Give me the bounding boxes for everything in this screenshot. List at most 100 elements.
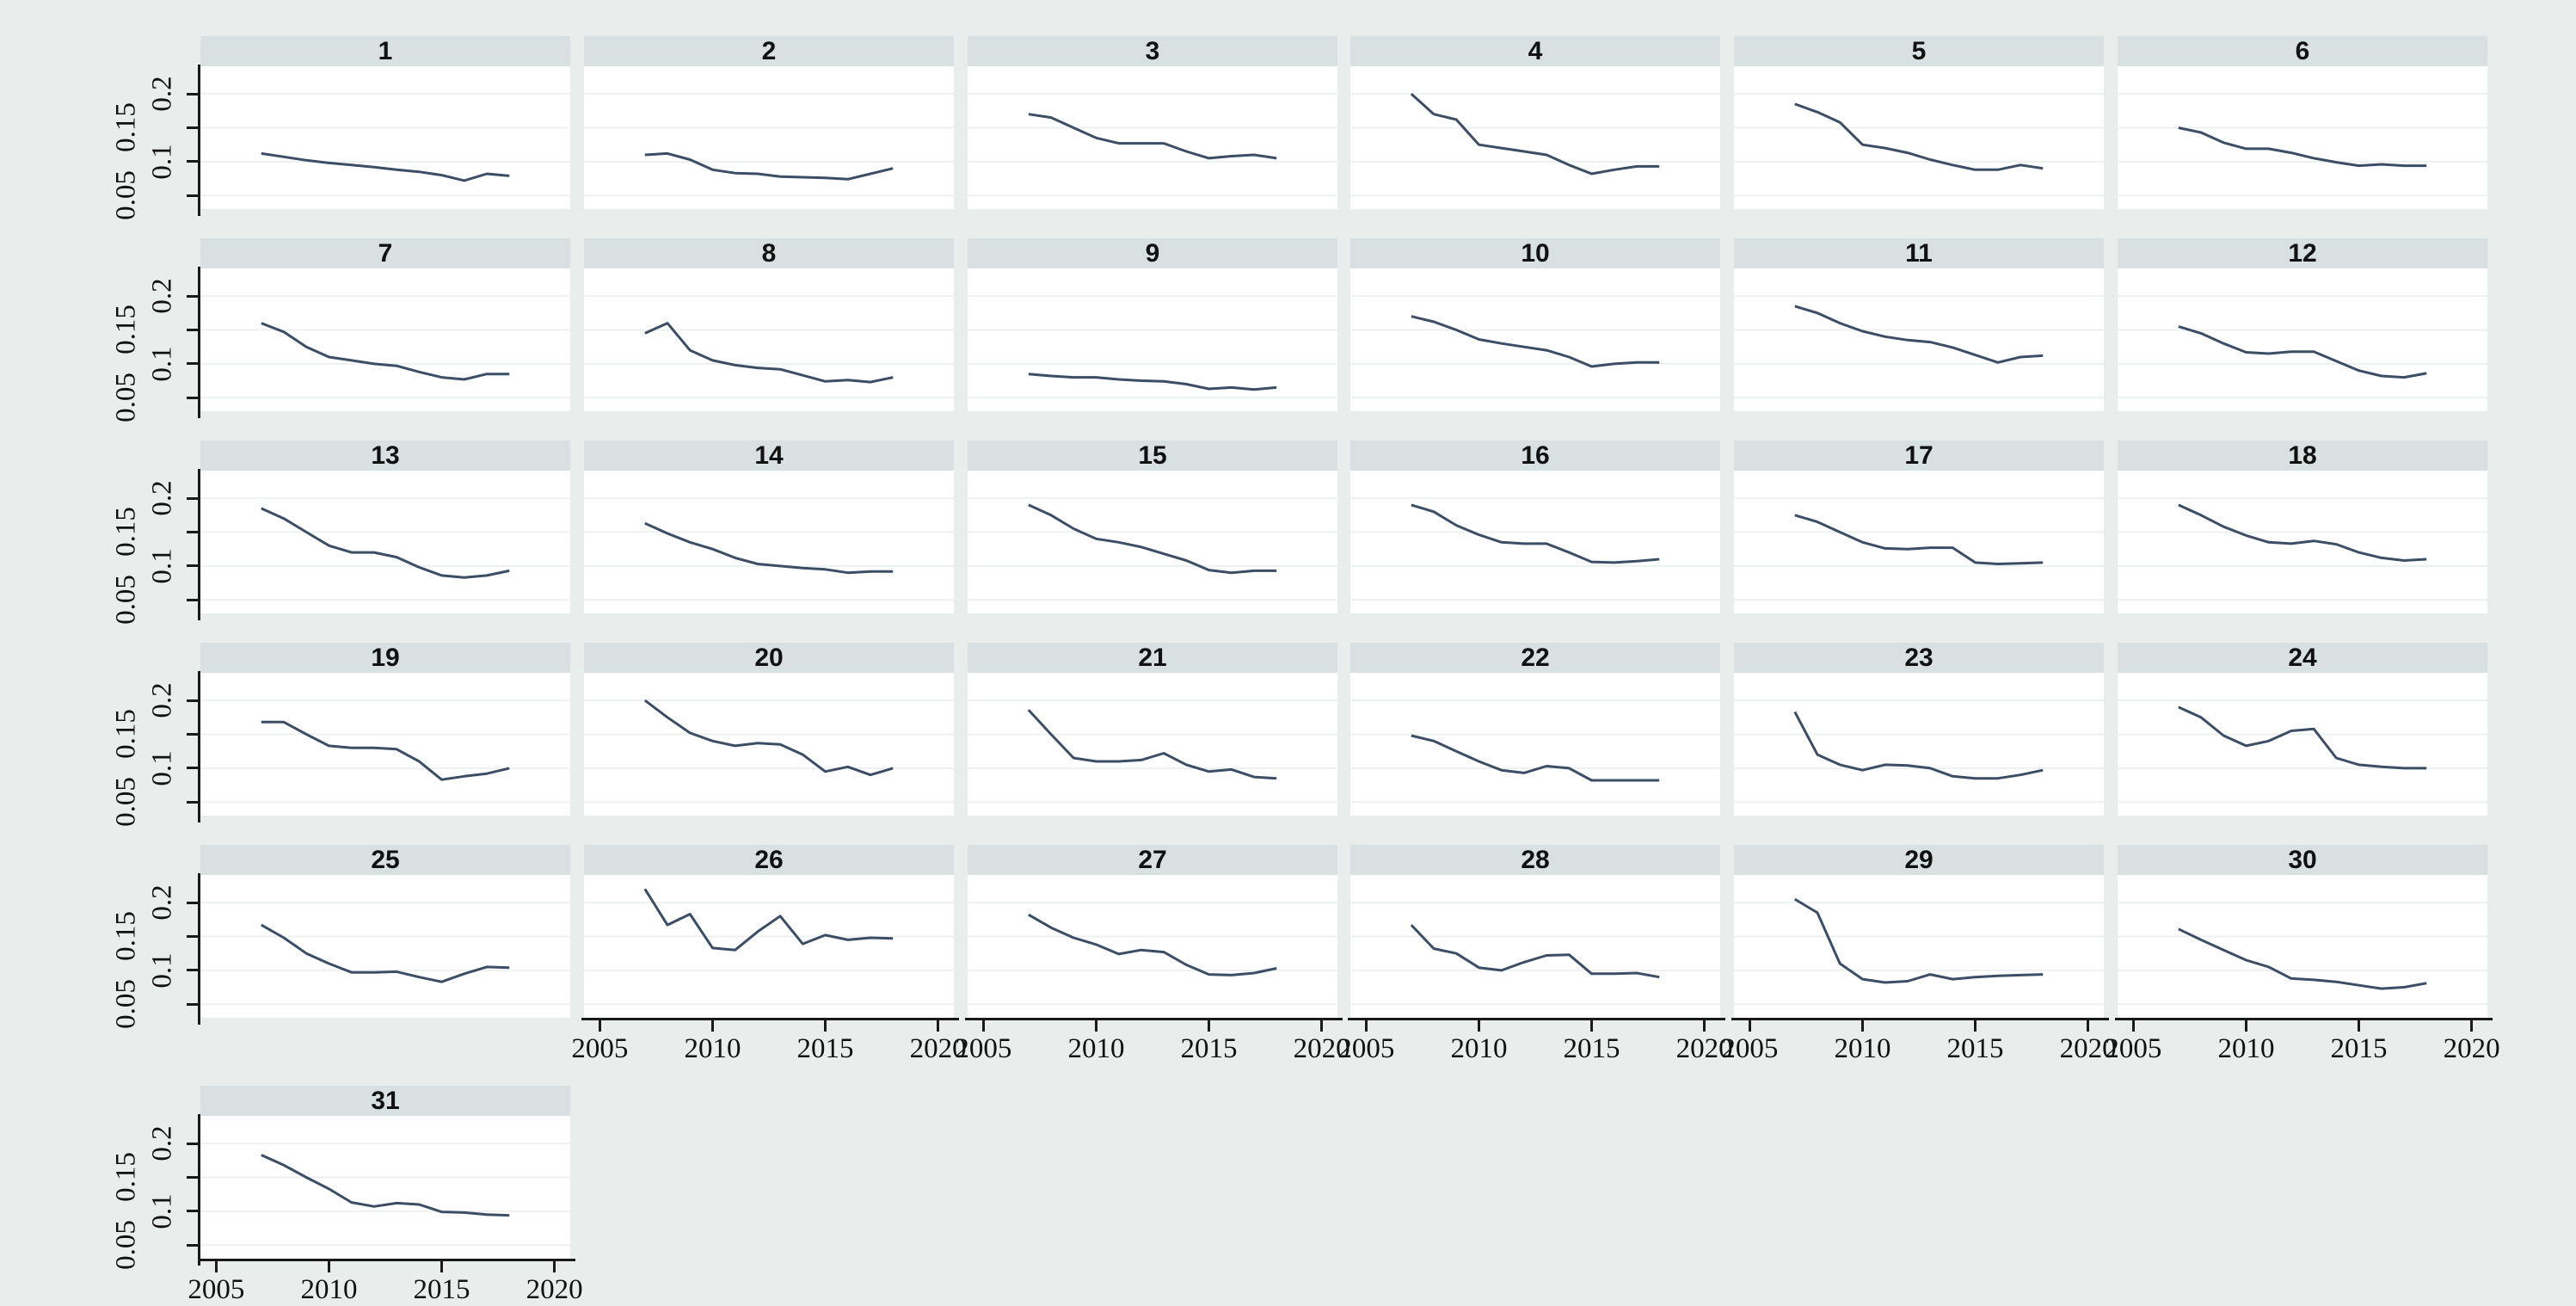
x-axis-tick xyxy=(1974,1020,1977,1032)
chart-panel-7: 7 0.05 0.1 0.15 0.2 xyxy=(111,238,570,422)
panel-title: 30 xyxy=(2288,845,2317,874)
data-line xyxy=(1411,734,1660,782)
x-axis-tick xyxy=(2358,1020,2361,1032)
x-axis-tick xyxy=(1208,1020,1211,1032)
panel-title-strip: 6 xyxy=(2118,36,2487,66)
data-line xyxy=(1411,503,1660,564)
y-axis-line xyxy=(198,671,200,822)
plot-background xyxy=(200,1116,570,1259)
y-axis-tick xyxy=(187,496,198,500)
panel-plot-area xyxy=(1350,673,1720,816)
panel-title-strip: 7 xyxy=(200,238,570,268)
y-axis-tick-label: 0.15 xyxy=(110,305,142,355)
panel-title-strip: 14 xyxy=(584,440,954,471)
panel-title: 10 xyxy=(1521,238,1550,268)
chart-panel-5: 5 xyxy=(1734,36,2104,209)
chart-panel-11: 11 xyxy=(1734,238,2104,411)
y-axis-tick-label: 0.2 xyxy=(146,480,178,516)
data-line xyxy=(1794,514,2044,565)
x-axis-tick xyxy=(981,1020,985,1032)
plot-background xyxy=(1734,66,2104,209)
panel-title: 11 xyxy=(1905,238,1933,268)
panel-title: 25 xyxy=(371,845,400,874)
panel-plot-area xyxy=(2118,471,2487,613)
chart-panel-20: 20 xyxy=(584,643,954,816)
data-line xyxy=(1028,373,1277,391)
panel-title-strip: 27 xyxy=(968,845,1337,875)
plot-background xyxy=(200,875,570,1018)
plot-background xyxy=(1350,471,1720,613)
x-axis-tick-label: 2015 xyxy=(796,1033,854,1064)
y-axis-tick xyxy=(187,1002,198,1006)
plot-background xyxy=(200,471,570,613)
y-axis-tick xyxy=(187,396,198,399)
x-axis-line xyxy=(581,1018,959,1020)
x-axis-line xyxy=(2115,1018,2493,1020)
data-line xyxy=(1411,315,1660,368)
chart-panel-14: 14 xyxy=(584,440,954,613)
data-line xyxy=(1794,305,2044,364)
y-axis-tick-label: 0.2 xyxy=(146,278,178,314)
data-line xyxy=(1794,102,2044,171)
y-axis-tick xyxy=(187,160,198,163)
panel-title: 22 xyxy=(1521,643,1550,672)
data-line xyxy=(1027,709,1277,780)
panel-title: 9 xyxy=(1145,238,1160,268)
x-axis-tick-label: 2010 xyxy=(300,1274,358,1305)
plot-background xyxy=(200,673,570,816)
x-axis-tick-label: 2010 xyxy=(1450,1033,1508,1064)
panel-title: 23 xyxy=(1904,643,1934,672)
chart-panel-8: 8 xyxy=(584,238,954,411)
y-axis-tick xyxy=(187,92,198,95)
panel-plot-area xyxy=(2118,875,2487,1018)
data-line xyxy=(261,923,510,983)
y-axis-tick-label: 0.1 xyxy=(146,1193,178,1229)
panel-plot-area xyxy=(584,268,954,411)
panel-plot-area xyxy=(200,471,570,613)
y-axis-tick-label: 0.1 xyxy=(146,346,178,382)
y-axis-line xyxy=(198,267,200,418)
chart-panel-1: 1 0.05 0.1 0.15 0.2 xyxy=(111,36,570,220)
y-axis-line xyxy=(198,1114,200,1266)
data-line xyxy=(2178,325,2427,379)
chart-panel-21: 21 xyxy=(968,643,1337,816)
chart-panel-27: 27 2005 2010 2015 2020 xyxy=(955,845,1350,1064)
panel-title-strip: 2 xyxy=(584,36,954,66)
x-axis-tick xyxy=(824,1020,827,1032)
x-axis-tick xyxy=(937,1020,940,1032)
plot-background xyxy=(584,471,954,613)
panel-title-strip: 25 xyxy=(200,845,570,875)
panel-title: 19 xyxy=(371,643,400,672)
data-line xyxy=(644,322,894,384)
x-axis-tick-label: 2010 xyxy=(1067,1033,1125,1064)
y-axis-tick-label: 0.05 xyxy=(110,777,142,828)
panel-title-strip: 4 xyxy=(1350,36,1720,66)
x-axis-tick-label: 2010 xyxy=(684,1033,741,1064)
panel-title: 15 xyxy=(1138,440,1167,470)
panel-plot-area xyxy=(1350,875,1720,1018)
data-line xyxy=(1028,113,1277,160)
y-axis-tick-label: 0.15 xyxy=(110,507,142,558)
y-axis-tick-label: 0.05 xyxy=(110,575,142,625)
panel-plot-area xyxy=(1734,471,2104,613)
panel-title: 12 xyxy=(2288,238,2317,268)
y-axis-tick-label: 0.05 xyxy=(110,979,142,1030)
panel-title: 2 xyxy=(761,36,777,65)
x-axis-tick xyxy=(1703,1020,1706,1032)
y-axis-tick-label: 0.15 xyxy=(110,102,142,153)
plot-background xyxy=(968,471,1337,613)
y-axis-line xyxy=(198,469,200,620)
x-axis-tick-label: 2010 xyxy=(1834,1033,1891,1064)
x-axis-tick-label: 2005 xyxy=(1337,1033,1395,1064)
panel-plot-area xyxy=(2118,268,2487,411)
x-axis-tick-label: 2015 xyxy=(1180,1033,1238,1064)
y-axis-tick-label: 0.1 xyxy=(146,548,178,584)
panel-title-strip: 21 xyxy=(968,643,1337,673)
x-axis-tick xyxy=(1477,1020,1480,1032)
panel-title-strip: 13 xyxy=(200,440,570,471)
x-axis-tick-label: 2005 xyxy=(188,1274,245,1305)
x-axis-tick xyxy=(214,1261,218,1272)
y-axis-tick-label: 0.05 xyxy=(110,373,142,423)
y-axis-tick-label: 0.2 xyxy=(146,76,178,112)
x-axis-tick-label: 2020 xyxy=(2059,1033,2117,1064)
